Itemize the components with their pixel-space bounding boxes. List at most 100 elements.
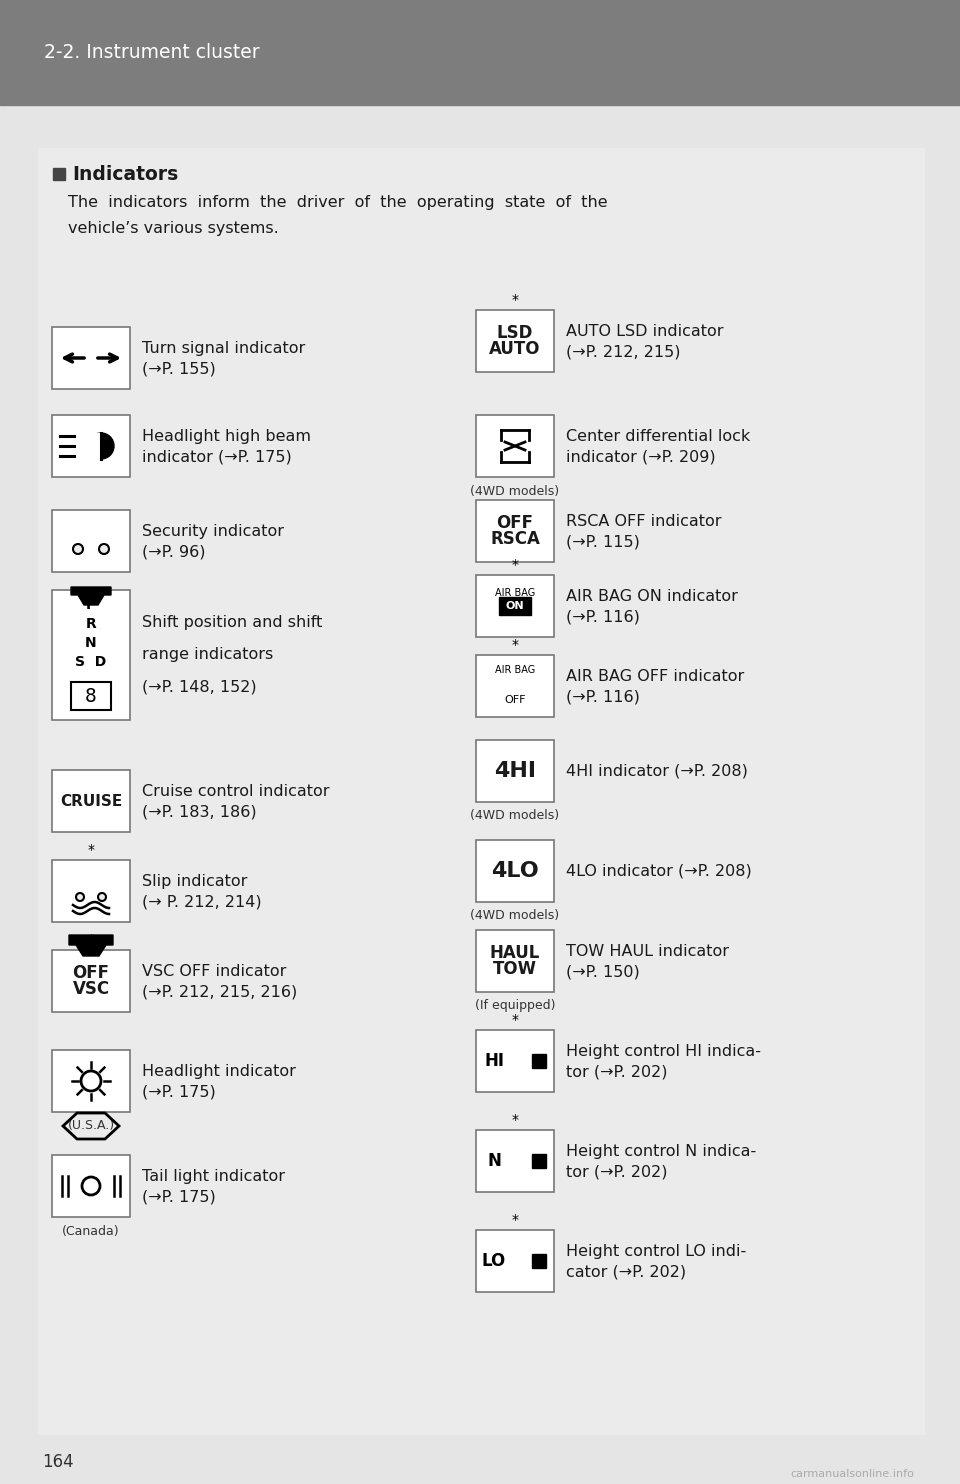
Text: *: * [512, 292, 518, 307]
Text: (→P. 96): (→P. 96) [142, 545, 205, 559]
Polygon shape [69, 935, 113, 956]
Circle shape [88, 433, 114, 459]
Bar [71, 683, 111, 709]
Bar [53, 168, 65, 180]
Bar [476, 1129, 554, 1192]
Bar [38, 148, 924, 1434]
Text: OFF: OFF [504, 695, 526, 705]
Text: Security indicator: Security indicator [142, 524, 284, 539]
Text: *: * [512, 558, 518, 571]
Bar [52, 326, 130, 389]
Text: AIR BAG ON indicator: AIR BAG ON indicator [566, 589, 738, 604]
Bar [476, 500, 554, 562]
Text: P: P [85, 598, 96, 611]
Text: LO: LO [482, 1252, 506, 1270]
Text: Tail light indicator: Tail light indicator [142, 1169, 285, 1184]
Bar [476, 840, 554, 902]
Text: AIR BAG OFF indicator: AIR BAG OFF indicator [566, 669, 744, 684]
Text: 164: 164 [42, 1453, 74, 1471]
Text: AIR BAG: AIR BAG [494, 588, 535, 598]
Circle shape [76, 893, 84, 901]
Bar [52, 591, 130, 720]
Bar [476, 1030, 554, 1092]
Text: (→P. 175): (→P. 175) [142, 1085, 216, 1100]
Text: *: * [512, 1212, 518, 1227]
Text: vehicle’s various systems.: vehicle’s various systems. [68, 221, 278, 236]
Text: Height control LO indi-: Height control LO indi- [566, 1244, 746, 1260]
Text: RSCA OFF indicator: RSCA OFF indicator [566, 513, 722, 530]
Circle shape [99, 545, 109, 554]
Text: (→P. 116): (→P. 116) [566, 690, 640, 705]
Bar [476, 741, 554, 801]
Text: VSC OFF indicator: VSC OFF indicator [142, 965, 286, 979]
Text: (→P. 148, 152): (→P. 148, 152) [142, 680, 256, 695]
Text: Slip indicator: Slip indicator [142, 874, 248, 889]
Text: AUTO: AUTO [490, 340, 540, 358]
Text: (U.S.A.): (U.S.A.) [67, 1119, 114, 1132]
Text: (Canada): (Canada) [62, 1224, 120, 1238]
Bar [52, 770, 130, 833]
Text: *: * [87, 933, 94, 947]
Bar [476, 574, 554, 637]
Text: (4WD models): (4WD models) [470, 809, 560, 822]
Text: (→P. 212, 215): (→P. 212, 215) [566, 344, 681, 359]
Bar [476, 310, 554, 372]
Text: TOW: TOW [493, 960, 537, 978]
Text: (→P. 183, 186): (→P. 183, 186) [142, 804, 256, 819]
Text: 2-2. Instrument cluster: 2-2. Instrument cluster [44, 43, 259, 61]
Text: Indicators: Indicators [72, 165, 179, 184]
Text: carmanualsonline.info: carmanualsonline.info [790, 1469, 914, 1480]
Text: (→P. 155): (→P. 155) [142, 362, 216, 377]
Circle shape [98, 893, 106, 901]
Bar [52, 861, 130, 922]
Bar [476, 840, 554, 902]
Text: N: N [85, 637, 97, 650]
Bar [499, 597, 531, 614]
Bar [52, 510, 130, 571]
Text: 8: 8 [85, 687, 97, 705]
Bar [476, 930, 554, 991]
Bar [476, 930, 554, 991]
Bar [476, 654, 554, 717]
Text: R: R [85, 617, 96, 631]
Text: (→P. 150): (→P. 150) [566, 965, 639, 979]
Bar [532, 1155, 546, 1168]
Bar [52, 1155, 130, 1217]
Bar [52, 326, 130, 389]
Text: S  D: S D [76, 654, 107, 669]
Bar [476, 1230, 554, 1293]
Text: indicator (→P. 175): indicator (→P. 175) [142, 450, 292, 464]
Text: 4HI indicator (→P. 208): 4HI indicator (→P. 208) [566, 763, 748, 779]
Bar [476, 574, 554, 637]
Text: The  indicators  inform  the  driver  of  the  operating  state  of  the: The indicators inform the driver of the … [68, 196, 608, 211]
Bar [476, 741, 554, 801]
Bar [52, 591, 130, 720]
Bar [52, 1051, 130, 1112]
Bar [532, 1254, 546, 1267]
Text: Height control HI indica-: Height control HI indica- [566, 1045, 761, 1060]
Text: OFF: OFF [496, 513, 534, 531]
Text: HI: HI [484, 1052, 504, 1070]
Text: 4LO: 4LO [492, 861, 539, 881]
Bar [476, 1129, 554, 1192]
Text: —⬡: —⬡ [82, 536, 100, 545]
Bar [88, 433, 101, 459]
Text: (4WD models): (4WD models) [470, 484, 560, 497]
Text: ON: ON [506, 601, 524, 611]
Text: Turn signal indicator: Turn signal indicator [142, 341, 305, 356]
Text: LSD: LSD [497, 324, 533, 341]
Text: *: * [512, 1014, 518, 1027]
Text: cator (→P. 202): cator (→P. 202) [566, 1264, 686, 1279]
Text: tor (→P. 202): tor (→P. 202) [566, 1165, 667, 1180]
Text: Height control N indica-: Height control N indica- [566, 1144, 756, 1159]
Text: (→P. 115): (→P. 115) [566, 534, 640, 549]
Text: Cruise control indicator: Cruise control indicator [142, 784, 329, 800]
Bar [52, 950, 130, 1012]
Bar [476, 310, 554, 372]
Text: Headlight indicator: Headlight indicator [142, 1064, 296, 1079]
Bar [71, 683, 111, 709]
Text: Shift position and shift: Shift position and shift [142, 614, 323, 631]
Text: Headlight high beam: Headlight high beam [142, 429, 311, 444]
Bar [532, 1054, 546, 1068]
Text: 4HI: 4HI [494, 761, 536, 781]
